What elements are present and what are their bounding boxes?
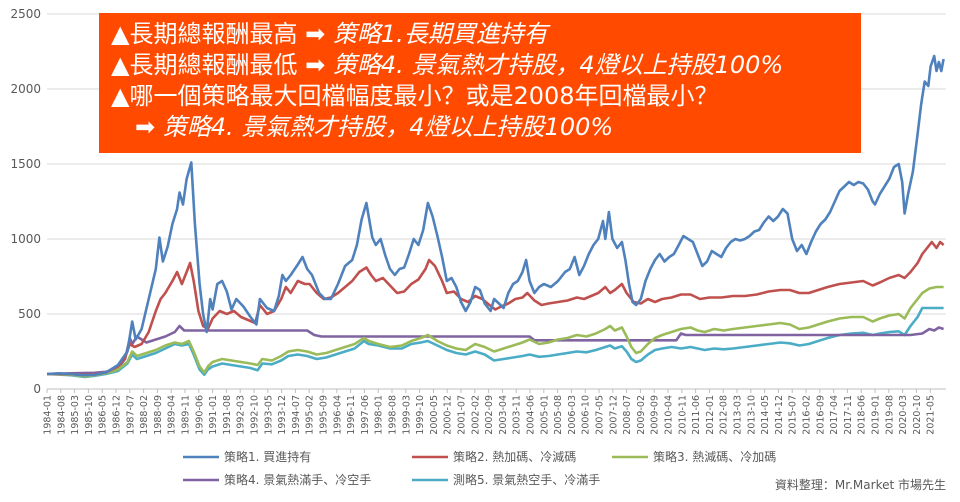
x-axis: 1984-01 1984-08 1985-03 1985-10 1986-05 1986-… <box>43 388 946 435</box>
x-tick-label: 2012-01 <box>705 395 716 435</box>
callout-line-3: ▲哪一個策略最大回檔幅度最小？或是2008年回檔最小？ <box>111 81 849 112</box>
series-line-3 <box>46 285 944 378</box>
x-tick-label: 2009-09 <box>650 395 661 435</box>
x-tick-label: 2017-04 <box>829 395 840 435</box>
x-tick-label: 2018-06 <box>857 395 868 435</box>
series-line-4 <box>46 324 944 376</box>
y-tick-label: 2500 <box>10 7 41 21</box>
x-tick-label: 1994-07 <box>291 395 302 435</box>
x-tick-label: 2000-12 <box>443 395 454 435</box>
callout-line-1-highlight: 策略1.長期買進持有 <box>332 20 548 48</box>
series-line-1 <box>46 54 945 377</box>
x-tick-label: 1986-12 <box>112 395 123 435</box>
x-tick-label: 2010-04 <box>664 395 675 435</box>
series-line-2 <box>47 240 945 377</box>
x-tick-label: 2014-05 <box>760 395 771 435</box>
x-tick-label: 2008-07 <box>622 395 633 435</box>
x-tick-label: 1999-10 <box>415 395 426 435</box>
x-tick-label: 2003-11 <box>512 395 523 435</box>
x-tick-label: 2005-01 <box>539 395 550 435</box>
x-tick-label: 2019-01 <box>871 395 882 435</box>
summary-callout: ▲長期總報酬最高 ➡ 策略1.長期買進持有 ▲長期總報酬最低 ➡ 策略4. 景氣… <box>99 13 861 153</box>
x-tick-label: 2006-10 <box>581 395 592 435</box>
x-tick-label: 1985-03 <box>70 395 81 435</box>
y-tick-label: 1500 <box>10 157 41 171</box>
y-tick-label: 2000 <box>10 82 41 96</box>
x-tick-label: 1991-01 <box>208 395 219 435</box>
legend-label-2: 策略2. 熱加碼、冷減碼 <box>453 449 576 464</box>
x-tick-label: 1985-10 <box>84 395 95 435</box>
x-tick-label: 2004-06 <box>526 395 537 435</box>
x-tick-label: 1998-01 <box>374 395 385 435</box>
x-tick-label: 2010-11 <box>677 395 688 435</box>
x-tick-label: 2016-09 <box>815 395 826 435</box>
x-tick-label: 1987-07 <box>125 395 136 435</box>
callout-line-3-lead: ▲哪一個策略最大回檔幅度最小？或是2008年回檔最小？ <box>111 82 719 110</box>
x-tick-label: 2011-06 <box>691 395 702 435</box>
x-tick-label: 2013-10 <box>746 395 757 435</box>
x-tick-label: 2000-05 <box>429 395 440 435</box>
x-tick-label: 1998-08 <box>388 395 399 435</box>
callout-line-4-highlight: 策略4. 景氣熱才持股，4燈以上持股100% <box>162 113 614 141</box>
x-tick-label: 2017-11 <box>843 395 854 435</box>
x-tick-label: 1999-03 <box>401 395 412 435</box>
x-tick-label: 2007-05 <box>595 395 606 435</box>
x-tick-label: 2009-02 <box>636 395 647 435</box>
x-tick-label: 2005-08 <box>553 395 564 435</box>
y-axis-ticks: 0 500 1000 1500 2000 2500 <box>10 7 41 396</box>
x-tick-label: 2013-03 <box>733 395 744 435</box>
legend-label-4: 策略4. 景氣熱滿手、冷空手 <box>224 472 371 487</box>
x-tick-label: 1991-08 <box>222 395 233 435</box>
x-tick-label: 1993-05 <box>263 395 274 435</box>
x-tick-label: 1992-10 <box>250 395 261 435</box>
y-tick-label: 500 <box>18 307 41 321</box>
y-tick-label: 0 <box>33 382 41 396</box>
x-tick-label: 2001-07 <box>457 395 468 435</box>
x-tick-label: 2020-10 <box>912 395 923 435</box>
x-tick-label: 2021-05 <box>926 395 937 435</box>
x-tick-label: 2003-04 <box>498 395 509 435</box>
x-tick-label: 2014-12 <box>774 395 785 435</box>
x-tick-label: 1988-02 <box>139 395 150 435</box>
y-tick-label: 1000 <box>10 232 41 246</box>
x-tick-label: 2020-03 <box>898 395 909 435</box>
x-tick-label: 1989-11 <box>181 395 192 435</box>
legend-label-1: 策略1. 買進持有 <box>224 449 311 464</box>
source-credit: 資料整理：Mr.Market 市場先生 <box>775 477 946 492</box>
legend-label-3: 策略3. 熱減碼、冷加碼 <box>653 449 776 464</box>
callout-line-4: ➡ 策略4. 景氣熱才持股，4燈以上持股100% <box>111 112 849 143</box>
x-tick-label: 1997-06 <box>360 395 371 435</box>
series-line-5 <box>46 306 944 379</box>
x-tick-label: 1996-04 <box>332 395 343 435</box>
callout-line-2-highlight: 策略4. 景氣熱才持股，4燈以上持股100% <box>332 51 784 79</box>
callout-line-4-lead: ➡ <box>135 113 163 141</box>
x-tick-label: 2012-08 <box>719 395 730 435</box>
x-tick-label: 1996-11 <box>346 395 357 435</box>
callout-line-2-lead: ▲長期總報酬最低 ➡ <box>111 51 333 79</box>
x-tick-label: 2002-09 <box>484 395 495 435</box>
x-tick-label: 2006-03 <box>567 395 578 435</box>
x-tick-label: 1993-12 <box>277 395 288 435</box>
x-tick-label: 2019-08 <box>884 395 895 435</box>
x-tick-label: 2002-02 <box>470 395 481 435</box>
x-tick-label: 2015-07 <box>788 395 799 435</box>
legend-label-5: 測略5. 景氣熱空手、冷滿手 <box>453 472 600 487</box>
x-tick-label: 1990-06 <box>194 395 205 435</box>
x-tick-label: 2016-02 <box>802 395 813 435</box>
callout-line-1-lead: ▲長期總報酬最高 ➡ <box>111 20 333 48</box>
x-tick-label: 1988-09 <box>153 395 164 435</box>
callout-line-1: ▲長期總報酬最高 ➡ 策略1.長期買進持有 <box>111 19 849 50</box>
x-tick-label: 1995-02 <box>305 395 316 435</box>
x-tick-label: 1989-04 <box>167 395 178 435</box>
callout-line-2: ▲長期總報酬最低 ➡ 策略4. 景氣熱才持股，4燈以上持股100% <box>111 50 849 81</box>
series-lines <box>46 54 945 379</box>
x-tick-label: 1986-05 <box>98 395 109 435</box>
x-tick-label: 1984-08 <box>56 395 67 435</box>
x-tick-label: 2007-12 <box>608 395 619 435</box>
x-tick-label: 1992-03 <box>236 395 247 435</box>
x-tick-label: 1995-09 <box>319 395 330 435</box>
x-tick-label: 1984-01 <box>43 395 54 435</box>
